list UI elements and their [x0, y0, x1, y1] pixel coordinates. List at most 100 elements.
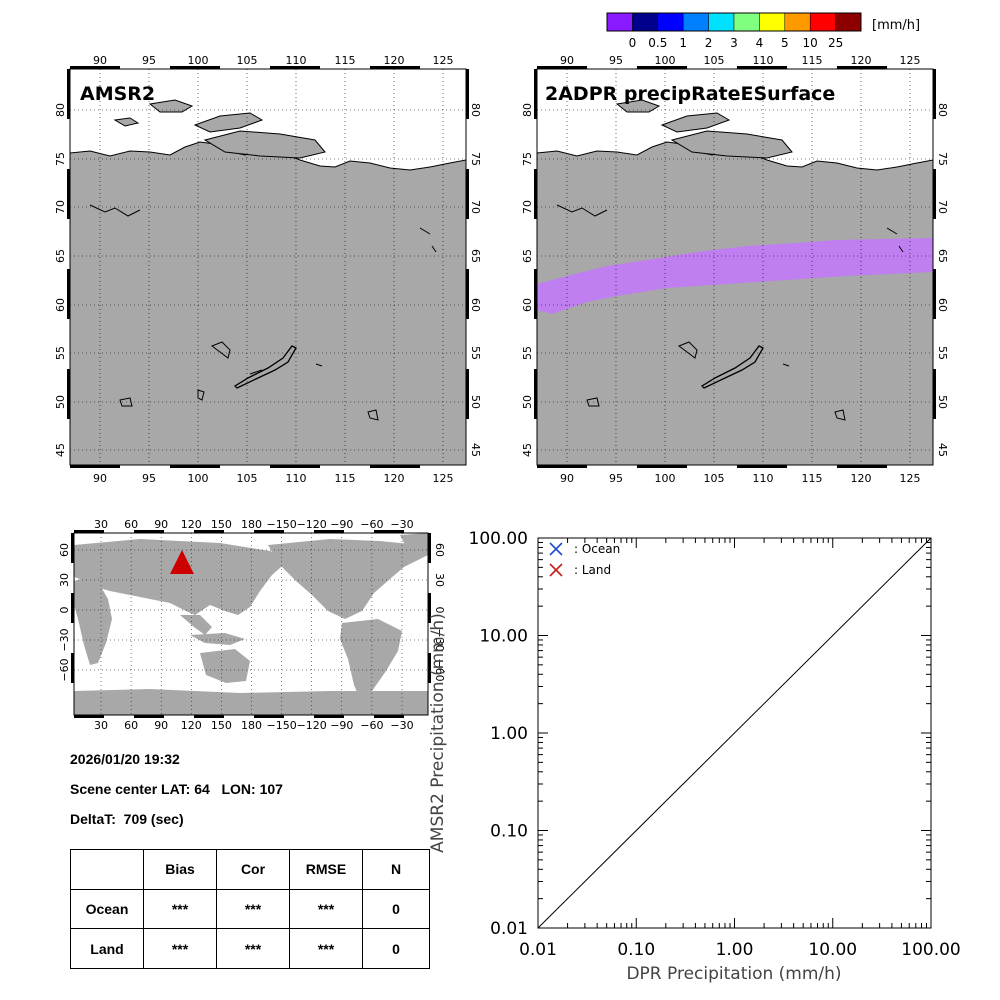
lat-label: 65	[469, 249, 482, 263]
dpr-map-panel: 90 95 100 105 110 115 120 125 90 95 100 105 110 115 1…	[521, 54, 949, 485]
x-axis-label: DPR Precipitation (mm/h)	[626, 964, 841, 984]
stats-row-label: Land	[70, 928, 144, 969]
frame-band	[428, 653, 431, 683]
colorbar-swatch	[708, 12, 735, 32]
lake	[210, 341, 231, 359]
frame-band	[466, 369, 469, 419]
island	[670, 130, 793, 159]
world-lon-label: −150	[266, 518, 296, 531]
colorbar-swatch	[682, 12, 709, 32]
x-tick-label: 10.00	[808, 940, 857, 960]
x-tick-label: 0.01	[519, 940, 557, 960]
lat-label: 60	[936, 298, 949, 312]
lat-label: 80	[469, 103, 482, 117]
stats-row-ocean: Ocean *** *** *** 0	[70, 888, 430, 930]
lat-label: 50	[469, 395, 482, 409]
world-lon-label: 30	[94, 518, 108, 531]
frame-band	[67, 269, 70, 319]
stats-cor: ***	[216, 888, 290, 930]
world-lon-label: 30	[94, 719, 108, 732]
island	[113, 117, 140, 127]
world-lon-label: −60	[360, 518, 383, 531]
colorbar-label: 25	[828, 36, 843, 50]
x-tick-label: 1.00	[716, 940, 754, 960]
lon-label: 115	[802, 472, 823, 485]
world-frame	[73, 532, 429, 716]
frame-band	[933, 369, 936, 419]
stats-header-cell: Bias	[143, 849, 217, 890]
scene-location-marker	[170, 550, 194, 574]
lat-label: 75	[54, 152, 67, 166]
y-tick-label: 0.10	[490, 822, 528, 842]
world-lon-label: −30	[390, 518, 413, 531]
island	[203, 130, 326, 159]
y-tick-label: 10.00	[479, 627, 528, 647]
frame-band	[254, 715, 284, 718]
statistics-table: Bias Cor RMSE N Ocean *** *** *** 0 Land…	[70, 849, 430, 969]
colorbar-swatch	[809, 12, 836, 32]
stats-header-cell: Cor	[216, 849, 290, 890]
river-coast	[556, 204, 904, 367]
world-lat-label: 60	[433, 543, 446, 557]
frame-band	[466, 269, 469, 319]
lon-label: 90	[560, 472, 574, 485]
world-frame-ticks	[71, 530, 431, 718]
lon-label: 115	[335, 472, 356, 485]
stats-bias: ***	[143, 928, 217, 969]
lat-label: 80	[54, 103, 67, 117]
lat-label: 75	[469, 152, 482, 166]
stats-cor: ***	[216, 928, 290, 969]
amsr2-map-content	[70, 69, 466, 465]
lon-label: 95	[142, 472, 156, 485]
world-lat-label: −60	[58, 658, 71, 681]
frame-band	[314, 530, 344, 533]
continent-antarctica	[74, 689, 428, 715]
world-map-content	[74, 533, 428, 715]
frame-band	[537, 465, 587, 468]
lon-label: 90	[93, 472, 107, 485]
stats-header-cell	[70, 849, 144, 890]
scene-center: Scene center LAT: 64 LON: 107	[70, 781, 283, 797]
colorbar-swatch	[606, 12, 633, 32]
continent-southeast-asia	[180, 615, 212, 635]
lat-label: 60	[521, 298, 534, 312]
lon-label: 90	[560, 54, 574, 67]
continent-greenland	[400, 533, 428, 559]
lat-label: 65	[521, 249, 534, 263]
axis-ticks	[537, 538, 931, 929]
world-lon-label: −120	[297, 719, 327, 732]
lake	[834, 409, 846, 421]
world-lon-label: 90	[154, 518, 168, 531]
lon-label: 100	[188, 54, 209, 67]
lon-label: 105	[237, 472, 258, 485]
stats-bias: ***	[143, 888, 217, 930]
frame-band	[254, 530, 284, 533]
lon-label: 115	[335, 54, 356, 67]
lat-labels-right: 45 50 55 60 65 70 75 80	[936, 103, 949, 457]
amsr2-title: AMSR2	[80, 83, 155, 105]
world-lon-label: −150	[266, 719, 296, 732]
frame-band	[737, 66, 787, 69]
frame-band	[70, 465, 120, 468]
legend-entry: : Land	[549, 563, 611, 577]
lat-label: 50	[936, 395, 949, 409]
colorbar-swatch	[733, 12, 760, 32]
colorbar-swatch	[835, 12, 862, 32]
lat-label: 55	[469, 346, 482, 360]
frame-band	[534, 169, 537, 219]
lon-label: 95	[142, 54, 156, 67]
colorbar-label: 3	[730, 36, 738, 50]
frame-band	[71, 593, 74, 623]
frame-band	[74, 530, 104, 533]
lon-label: 125	[433, 54, 454, 67]
lon-label: 95	[609, 472, 623, 485]
frame-band	[194, 530, 224, 533]
lon-label: 105	[704, 54, 725, 67]
lat-label: 70	[936, 200, 949, 214]
lon-label: 100	[655, 54, 676, 67]
frame-band	[270, 465, 320, 468]
lat-label: 65	[54, 249, 67, 263]
colorbar-frame	[606, 12, 862, 32]
world-lat-label: 30	[58, 573, 71, 587]
world-lon-label: 60	[124, 719, 138, 732]
